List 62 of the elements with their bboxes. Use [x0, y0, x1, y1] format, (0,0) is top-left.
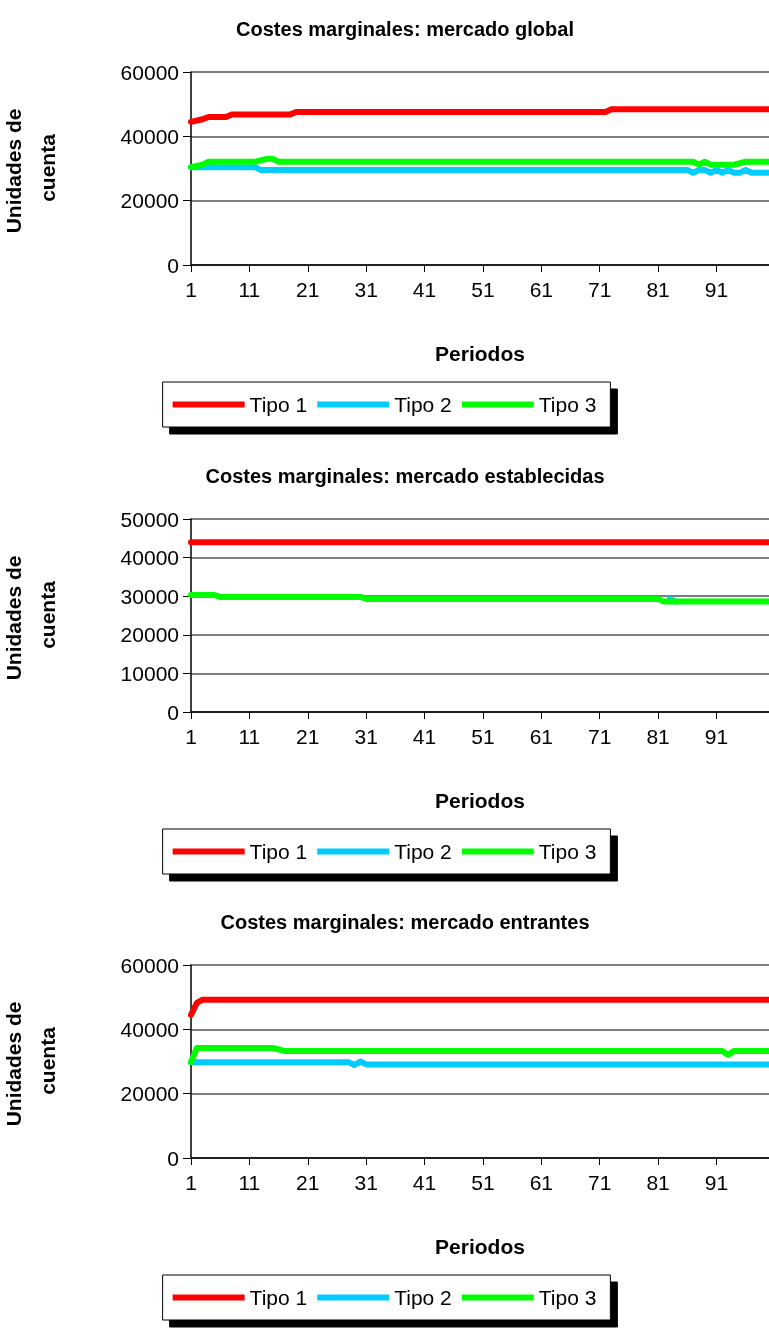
x-tick-label: 41	[412, 725, 437, 748]
x-tick-label: 21	[296, 278, 320, 301]
x-tick-label: 81	[646, 278, 670, 301]
x-tick-label: 1	[185, 1171, 197, 1194]
x-tick-label: 71	[588, 278, 612, 301]
x-axis-title: Periodos	[435, 342, 525, 365]
legend-label: Tipo 1	[249, 1286, 308, 1309]
y-tick-label: 60000	[120, 60, 179, 84]
x-tick-label: 61	[529, 278, 553, 301]
x-tick-label: 31	[354, 1171, 378, 1194]
x-tick-label: 81	[646, 1171, 670, 1194]
y-tick-label: 40000	[120, 1017, 179, 1041]
y-tick-label: 20000	[120, 623, 179, 647]
x-tick-label: 21	[296, 1171, 320, 1194]
legend-label: Tipo 3	[538, 1286, 597, 1309]
x-tick-label: 61	[529, 1171, 553, 1194]
x-tick-label: 1	[185, 725, 197, 748]
y-axis-title: Unidades de cuenta	[1, 995, 59, 1127]
x-tick-label: 51	[471, 278, 495, 301]
x-tick-label: 1	[185, 278, 197, 301]
legend-label: Tipo 3	[538, 393, 597, 416]
x-axis-title: Periodos	[435, 1235, 525, 1258]
x-axis-title: Periodos	[435, 789, 525, 812]
x-tick-label: 51	[471, 725, 495, 748]
y-tick-label: 20000	[120, 1082, 179, 1106]
x-tick-label: 91	[704, 1171, 729, 1194]
x-tick-label: 11	[238, 1171, 261, 1194]
legend-label: Tipo 2	[394, 840, 452, 863]
legend-label: Tipo 3	[538, 840, 597, 863]
x-tick-label: 81	[646, 725, 670, 748]
x-tick-label: 11	[238, 278, 261, 301]
legend-label: Tipo 2	[394, 393, 452, 416]
x-tick-label: 21	[296, 725, 320, 748]
x-tick-label: 41	[412, 1171, 437, 1194]
x-tick-label: 31	[354, 725, 378, 748]
x-tick-label: 71	[588, 1171, 612, 1194]
y-tick-label: 30000	[120, 584, 179, 608]
y-axis-title: Unidades de cuenta	[1, 102, 59, 234]
y-tick-label: 10000	[120, 661, 179, 685]
y-tick-label: 60000	[120, 953, 179, 977]
y-tick-label: 40000	[120, 546, 179, 570]
x-tick-label: 11	[238, 725, 261, 748]
x-tick-label: 91	[704, 725, 729, 748]
x-tick-label: 91	[704, 278, 729, 301]
legend-label: Tipo 1	[249, 393, 308, 416]
chart-title: Costes marginales: mercado establecidas	[205, 465, 605, 487]
y-tick-label: 0	[167, 253, 179, 277]
y-tick-label: 20000	[120, 189, 179, 213]
x-tick-label: 31	[354, 278, 378, 301]
legend-label: Tipo 1	[249, 840, 308, 863]
x-tick-label: 41	[412, 278, 437, 301]
chart-title: Costes marginales: mercado entrantes	[220, 911, 590, 933]
y-axis-title: Unidades de cuenta	[1, 549, 59, 681]
x-tick-label: 71	[588, 725, 612, 748]
x-tick-label: 61	[529, 725, 553, 748]
x-tick-label: 51	[471, 1171, 495, 1194]
y-tick-label: 0	[167, 700, 179, 724]
chart-title: Costes marginales: mercado global	[236, 18, 574, 40]
y-tick-label: 40000	[120, 124, 179, 148]
legend-label: Tipo 2	[394, 1286, 452, 1309]
y-tick-label: 0	[167, 1146, 179, 1170]
y-tick-label: 50000	[120, 507, 179, 531]
